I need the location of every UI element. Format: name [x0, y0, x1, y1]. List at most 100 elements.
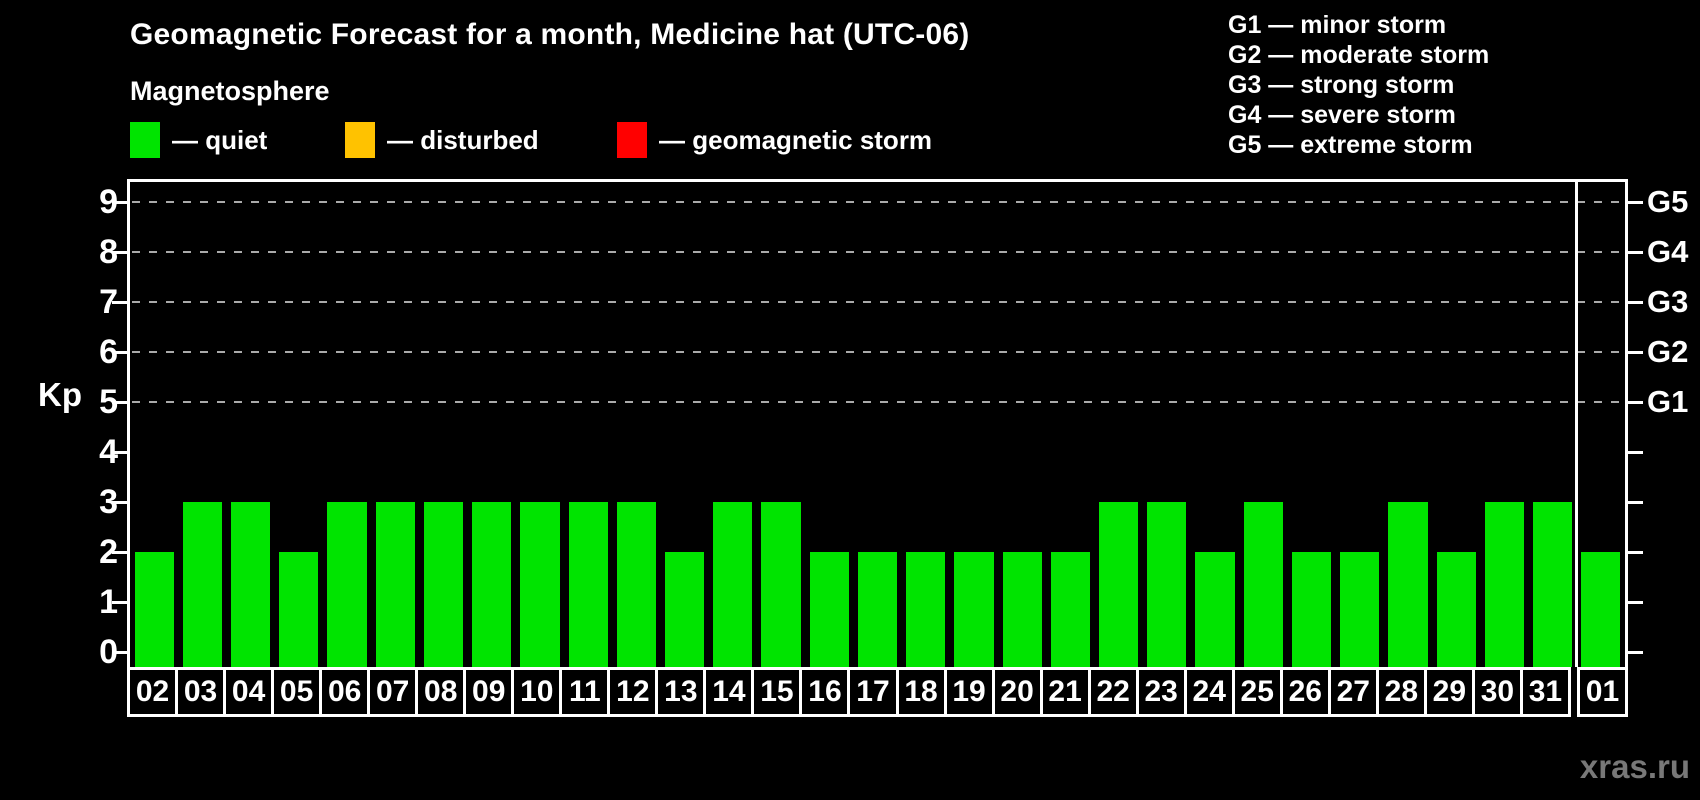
day-cell: 27	[1327, 667, 1379, 717]
magnetosphere-legend-heading: Magnetosphere	[130, 76, 330, 106]
g-scale-legend-g2: G2 — moderate storm	[1228, 41, 1490, 69]
kp-bar	[1002, 552, 1042, 667]
day-cell: 24	[1183, 667, 1235, 717]
y-axis-tick-left	[112, 500, 127, 504]
watermark: xras.ru	[1579, 748, 1690, 785]
day-cell: 28	[1375, 667, 1427, 717]
y-tick-label: 4	[99, 433, 118, 471]
legend-label-quiet: — quiet	[172, 124, 268, 155]
y-axis-tick-left	[112, 250, 127, 254]
day-cell: 11	[559, 667, 611, 717]
kp-bar	[1436, 552, 1476, 667]
g-axis-label: G2	[1647, 334, 1689, 369]
y-tick-label: 2	[99, 533, 118, 571]
y-axis-tick-left	[112, 300, 127, 304]
y-axis-tick-right	[1628, 500, 1643, 504]
day-cell: 18	[895, 667, 947, 717]
kp-bar	[1195, 552, 1235, 667]
day-cell: 29	[1423, 667, 1475, 717]
plot-border-left	[127, 179, 130, 667]
kp-bar	[1050, 552, 1090, 667]
day-cell: 10	[511, 667, 563, 717]
y-axis-tick-right	[1628, 450, 1643, 454]
day-cell: 22	[1087, 667, 1139, 717]
y-axis-tick-left	[112, 200, 127, 204]
grid-line	[132, 201, 1623, 203]
kp-bar	[279, 552, 319, 667]
g-scale-legend-g4: G4 — severe storm	[1228, 101, 1456, 129]
day-cell: 16	[799, 667, 851, 717]
grid-line	[132, 251, 1623, 253]
chart-title: Geomagnetic Forecast for a month, Medici…	[130, 18, 970, 51]
legend-label-disturbed: — disturbed	[387, 124, 539, 155]
g-axis-label: G5	[1647, 184, 1689, 219]
kp-bar	[1291, 552, 1332, 667]
day-cell: 01	[1576, 667, 1628, 717]
day-cell: 21	[1039, 667, 1091, 717]
kp-bar	[1484, 502, 1525, 667]
day-cell: 17	[847, 667, 899, 717]
y-axis-tick-right	[1628, 400, 1643, 404]
grid-line	[132, 351, 1623, 353]
y-tick-label: 3	[99, 483, 118, 521]
day-cell: 05	[271, 667, 323, 717]
kp-bar	[327, 502, 367, 667]
kp-bar	[1581, 552, 1621, 667]
day-cell: 02	[127, 667, 179, 717]
kp-bar	[857, 552, 898, 667]
disturbed-color-swatch	[345, 122, 375, 158]
kp-bar	[230, 502, 271, 667]
kp-bar	[1533, 502, 1573, 667]
kp-bar	[375, 502, 415, 667]
day-cell: 25	[1231, 667, 1283, 717]
kp-bar	[809, 552, 849, 667]
y-tick-label: 1	[99, 583, 118, 621]
g-axis-label: G3	[1647, 284, 1689, 319]
day-cell: 12	[607, 667, 659, 717]
plot-border-top	[127, 179, 1628, 182]
kp-bar	[520, 502, 560, 667]
y-tick-label: 0	[99, 633, 118, 671]
kp-bar	[134, 552, 174, 667]
day-cell: 08	[415, 667, 467, 717]
g-scale-legend-g3: G3 — strong storm	[1228, 71, 1455, 99]
kp-bar	[761, 502, 801, 667]
y-axis-tick-left	[112, 350, 127, 354]
month-separator	[1575, 182, 1579, 667]
kp-bar	[1340, 552, 1380, 667]
y-tick-label: 7	[99, 283, 118, 321]
kp-bar	[1099, 502, 1139, 667]
plot-border-right	[1625, 179, 1628, 667]
y-axis-tick-right	[1628, 200, 1643, 204]
day-cell: 09	[463, 667, 515, 717]
legend-item-disturbed: — disturbed	[345, 122, 539, 158]
y-axis-tick-right	[1628, 550, 1643, 554]
day-cell: 14	[703, 667, 755, 717]
g-scale-legend: G1 — minor storm G2 — moderate storm G3 …	[1228, 10, 1489, 160]
y-axis-tick-right	[1628, 600, 1643, 604]
kp-bar	[472, 502, 512, 667]
day-cell: 13	[655, 667, 707, 717]
day-cell: 07	[367, 667, 419, 717]
kp-bar	[664, 552, 705, 667]
grid-line	[132, 301, 1623, 303]
y-axis-tick-right	[1628, 350, 1643, 354]
kp-bar	[1147, 502, 1187, 667]
day-cell: 26	[1279, 667, 1331, 717]
kp-bar	[1388, 502, 1428, 667]
day-cell: 20	[991, 667, 1043, 717]
legend-item-quiet: — quiet	[130, 122, 267, 158]
quiet-color-swatch	[130, 122, 160, 158]
grid-line	[132, 401, 1623, 403]
y-axis-title: Kp	[38, 376, 82, 413]
kp-bar	[1243, 502, 1283, 667]
storm-color-swatch	[617, 122, 647, 158]
y-axis-tick-left	[112, 550, 127, 554]
g-axis-label: G4	[1647, 234, 1689, 269]
day-cell: 23	[1135, 667, 1187, 717]
y-axis-tick-left	[112, 650, 127, 654]
y-tick-label: 6	[99, 333, 118, 371]
legend-label-storm: — geomagnetic storm	[659, 124, 933, 155]
g-axis-label: G1	[1647, 384, 1689, 419]
